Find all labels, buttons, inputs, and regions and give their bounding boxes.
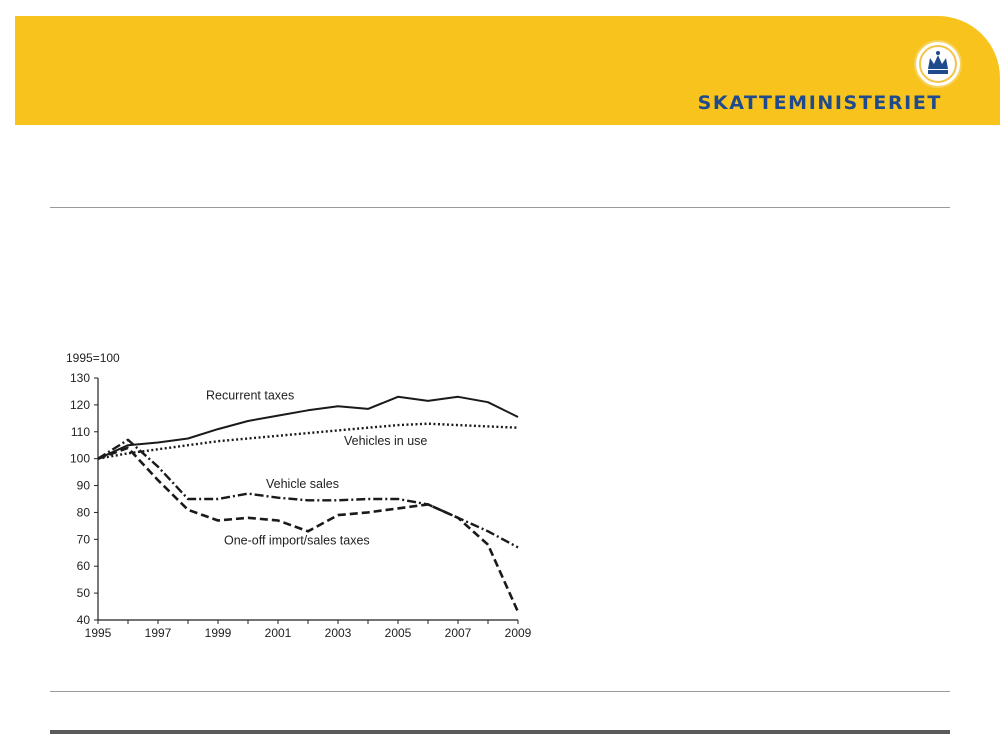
header-band bbox=[15, 16, 1000, 125]
y-tick-label: 50 bbox=[77, 586, 91, 600]
series-label-vehicles-in-use: Vehicles in use bbox=[344, 434, 427, 448]
series-label-one-off-import-sales-taxes: One-off import/sales taxes bbox=[224, 534, 370, 548]
x-tick-label: 1999 bbox=[205, 626, 232, 640]
series-label-vehicle-sales: Vehicle sales bbox=[266, 477, 339, 491]
y-axis-unit-label: 1995=100 bbox=[66, 351, 120, 365]
series-label-recurrent-taxes: Recurrent taxes bbox=[206, 389, 294, 403]
y-tick-label: 60 bbox=[77, 559, 91, 573]
bottom-divider bbox=[50, 691, 950, 692]
x-tick-label: 1997 bbox=[145, 626, 172, 640]
series-line-one-off-import-sales-taxes bbox=[97, 446, 520, 613]
ministry-wordmark: SKATTEMINISTERIET bbox=[697, 92, 942, 114]
x-tick-label: 2009 bbox=[505, 626, 532, 640]
y-tick-label: 90 bbox=[77, 479, 91, 493]
y-tick-label: 70 bbox=[77, 532, 91, 546]
y-tick-label: 40 bbox=[77, 613, 91, 627]
footer-bar bbox=[50, 730, 950, 734]
series-line-vehicles-in-use bbox=[97, 422, 519, 460]
y-tick-label: 80 bbox=[77, 505, 91, 519]
y-tick-label: 130 bbox=[70, 371, 90, 385]
top-divider bbox=[50, 207, 950, 208]
line-chart: 1995=100 40 50 60 70 80 90 100 110 120 130 1995 199… bbox=[52, 340, 538, 646]
x-tick-label: 2001 bbox=[265, 626, 292, 640]
x-tick-label: 2007 bbox=[445, 626, 472, 640]
crown-crest-icon bbox=[914, 40, 962, 88]
y-tick-label: 100 bbox=[70, 452, 90, 466]
series-line-vehicle-sales bbox=[97, 438, 519, 549]
x-tick-label: 2005 bbox=[385, 626, 412, 640]
y-tick-label: 120 bbox=[70, 398, 90, 412]
x-tick-label: 1995 bbox=[85, 626, 112, 640]
series-line-recurrent-taxes bbox=[97, 395, 519, 460]
y-tick-label: 110 bbox=[71, 425, 90, 439]
x-tick-label: 2003 bbox=[325, 626, 352, 640]
